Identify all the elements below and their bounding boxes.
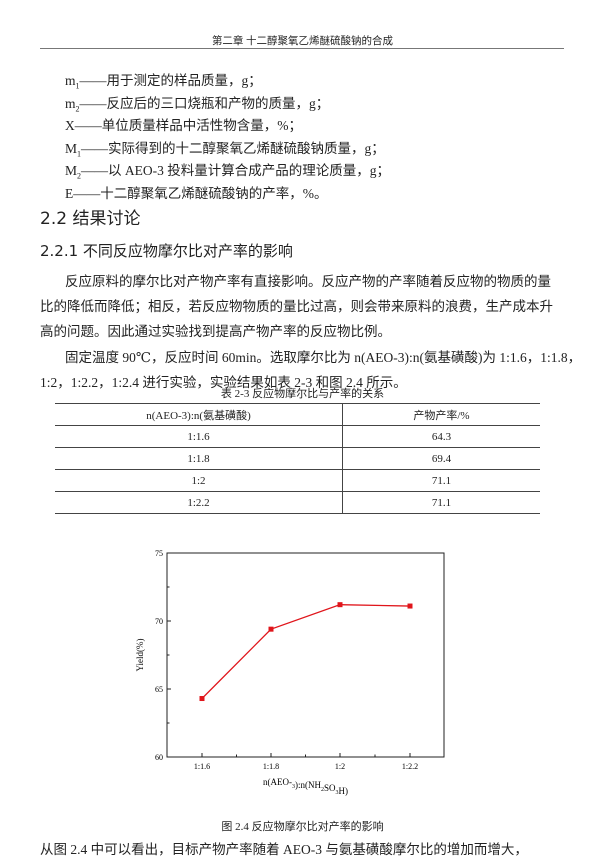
paragraph-line: 1:2，1:2.2，1:2.4 进行实验，实验结果如表 2-3 和图 2.4 所… <box>40 375 407 390</box>
definition-symbol: m <box>65 95 76 111</box>
definition-symbol: M <box>65 163 78 178</box>
table-row: 1:1.8 69.4 <box>55 447 540 470</box>
definition-item: m2——反应后的三口烧瓶和产物的质量，g； <box>65 92 329 114</box>
x-tick-label: 1:2 <box>335 762 345 771</box>
paragraph-line: 从图 2.4 中可以看出，目标产物产率随着 AEO-3 与氨基磺酸摩尔比的增加而… <box>40 842 528 857</box>
table-cell: 1:1.6 <box>55 425 343 448</box>
paragraph-line: 固定温度 90℃，反应时间 60min。选取摩尔比为 n(AEO-3):n(氨基… <box>65 350 582 365</box>
table-cell: 71.1 <box>342 469 540 492</box>
data-point <box>337 602 343 608</box>
definition-item: m1——用于测定的样品质量，g； <box>65 69 262 91</box>
section-heading: 2.2 结果讨论 <box>40 209 141 229</box>
table-cell: 1:1.8 <box>55 447 343 470</box>
x-axis-label: n(AEO-3):n(NH2SO3H) <box>263 777 348 796</box>
table-cell: 1:2 <box>55 469 343 492</box>
table-header-cell: n(AEO-3):n(氨基磺酸) <box>55 403 343 426</box>
definition-text: ——用于测定的样品质量，g； <box>79 73 262 88</box>
definition-item: M1——实际得到的十二醇聚氧乙烯醚硫酸钠质量，g； <box>65 137 385 159</box>
definition-symbol: E <box>65 185 74 201</box>
paragraph-line: 比的降低而降低；相反，若反应物物质的量比过高，则会带来原料的浪费，生产成本升 <box>40 299 553 314</box>
y-axis-label: Yield(%) <box>135 639 145 672</box>
definition-subscript: 1 <box>77 149 82 159</box>
table-row: 1:2 71.1 <box>55 469 540 492</box>
paragraph-line: 反应原料的摩尔比对产物产率有直接影响。反应产物的产率随着反应物的物质的量 <box>65 274 551 289</box>
definition-text: ——实际得到的十二醇聚氧乙烯醚硫酸钠质量，g； <box>81 140 385 156</box>
data-point <box>199 696 205 702</box>
yield-table: n(AEO-3):n(氨基磺酸) 产物产率/% 1:1.6 64.3 1:1.8 6… <box>55 403 540 514</box>
y-tick-label: 60 <box>155 753 163 762</box>
y-tick-label: 75 <box>155 549 163 558</box>
series-line <box>201 604 411 699</box>
table-row: 1:1.6 64.3 <box>55 425 540 448</box>
y-tick-label: 70 <box>155 617 163 626</box>
definition-text: ——单位质量样品中活性物含量，%； <box>74 118 302 133</box>
definition-item: X——单位质量样品中活性物含量，%； <box>65 114 302 134</box>
table-header-cell: 产物产率/% <box>342 403 540 426</box>
definition-text: ——十二醇聚氧乙烯醚硫酸钠的产率，%。 <box>73 185 328 201</box>
plot-frame <box>166 552 445 758</box>
table-row: 1:2.2 71.1 <box>55 491 540 514</box>
table-cell: 64.3 <box>342 425 540 448</box>
definition-symbol: X <box>65 118 75 133</box>
definition-text: ——以 AEO-3 投料量计算合成产品的理论质量，g； <box>81 163 391 178</box>
data-point <box>268 626 274 632</box>
subsection-heading: 2.2.1 不同反应物摩尔比对产率的影响 <box>40 242 293 260</box>
x-tick-label: 1:1.6 <box>194 762 210 771</box>
table-header-row: n(AEO-3):n(氨基磺酸) 产物产率/% <box>55 403 540 426</box>
y-tick-label: 65 <box>155 685 163 694</box>
definition-text: ——反应后的三口烧瓶和产物的质量，g； <box>79 95 330 111</box>
table-caption: 表 2-3 反应物摩尔比与产率的关系 <box>220 388 385 400</box>
table-cell: 1:2.2 <box>55 491 343 514</box>
paragraph-line: 高的问题。因此通过实验找到提高产物产率的反应物比例。 <box>40 324 391 339</box>
definition-symbol: m <box>65 73 76 88</box>
definition-subscript: 2 <box>75 104 80 114</box>
x-tick-label: 1:2.2 <box>402 762 418 771</box>
definition-item: M2——以 AEO-3 投料量计算合成产品的理论质量，g； <box>65 159 390 181</box>
definition-symbol: M <box>65 140 78 156</box>
table-cell: 69.4 <box>342 447 540 470</box>
data-point <box>407 603 413 609</box>
table-cell: 71.1 <box>342 491 540 514</box>
definition-subscript: 1 <box>75 81 80 91</box>
running-header: 第二章 十二醇聚氧乙烯醚硫酸钠的合成 <box>211 36 394 47</box>
definition-subscript: 2 <box>77 171 82 181</box>
definition-item: E——十二醇聚氧乙烯醚硫酸钠的产率，%。 <box>65 182 328 202</box>
x-tick-label: 1:1.8 <box>263 762 279 771</box>
header-rule <box>40 48 564 49</box>
figure-caption: 图 2.4 反应物摩尔比对产率的影响 <box>221 821 384 833</box>
